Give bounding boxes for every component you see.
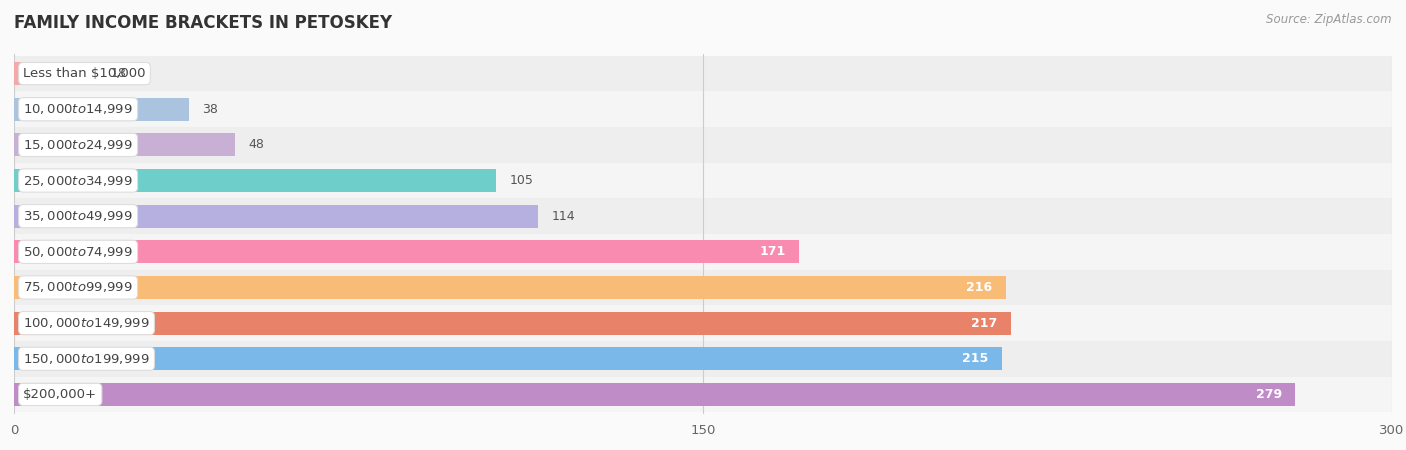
Text: 217: 217: [970, 317, 997, 329]
Bar: [14, 305, 1392, 341]
Text: $25,000 to $34,999: $25,000 to $34,999: [24, 174, 134, 188]
Text: $15,000 to $24,999: $15,000 to $24,999: [24, 138, 134, 152]
Text: $75,000 to $99,999: $75,000 to $99,999: [24, 280, 134, 294]
Text: Less than $10,000: Less than $10,000: [24, 67, 146, 80]
Text: 105: 105: [510, 174, 534, 187]
Text: 279: 279: [1256, 388, 1282, 401]
Bar: [14, 91, 1392, 127]
Bar: [14, 56, 1392, 91]
Text: 18: 18: [111, 67, 127, 80]
Text: 38: 38: [202, 103, 218, 116]
Text: $35,000 to $49,999: $35,000 to $49,999: [24, 209, 134, 223]
Bar: [14, 341, 1392, 377]
Bar: [14, 347, 1001, 370]
Text: 171: 171: [759, 245, 786, 258]
Text: 215: 215: [962, 352, 988, 365]
Bar: [14, 205, 537, 228]
Bar: [14, 377, 1392, 412]
Bar: [14, 234, 1392, 270]
Bar: [14, 98, 188, 121]
Bar: [14, 276, 1007, 299]
Bar: [14, 133, 235, 157]
Text: FAMILY INCOME BRACKETS IN PETOSKEY: FAMILY INCOME BRACKETS IN PETOSKEY: [14, 14, 392, 32]
Text: $10,000 to $14,999: $10,000 to $14,999: [24, 102, 134, 116]
Text: $150,000 to $199,999: $150,000 to $199,999: [24, 352, 150, 366]
Text: 114: 114: [551, 210, 575, 223]
Bar: [14, 127, 1392, 163]
Bar: [14, 198, 1392, 234]
Text: $100,000 to $149,999: $100,000 to $149,999: [24, 316, 150, 330]
Bar: [14, 240, 800, 263]
Text: Source: ZipAtlas.com: Source: ZipAtlas.com: [1267, 14, 1392, 27]
Bar: [14, 311, 1011, 335]
Text: 48: 48: [249, 139, 264, 151]
Bar: [14, 383, 1295, 406]
Text: $50,000 to $74,999: $50,000 to $74,999: [24, 245, 134, 259]
Text: $200,000+: $200,000+: [24, 388, 97, 401]
Bar: [14, 163, 1392, 198]
Bar: [14, 169, 496, 192]
Bar: [14, 62, 97, 85]
Bar: [14, 270, 1392, 305]
Text: 216: 216: [966, 281, 993, 294]
